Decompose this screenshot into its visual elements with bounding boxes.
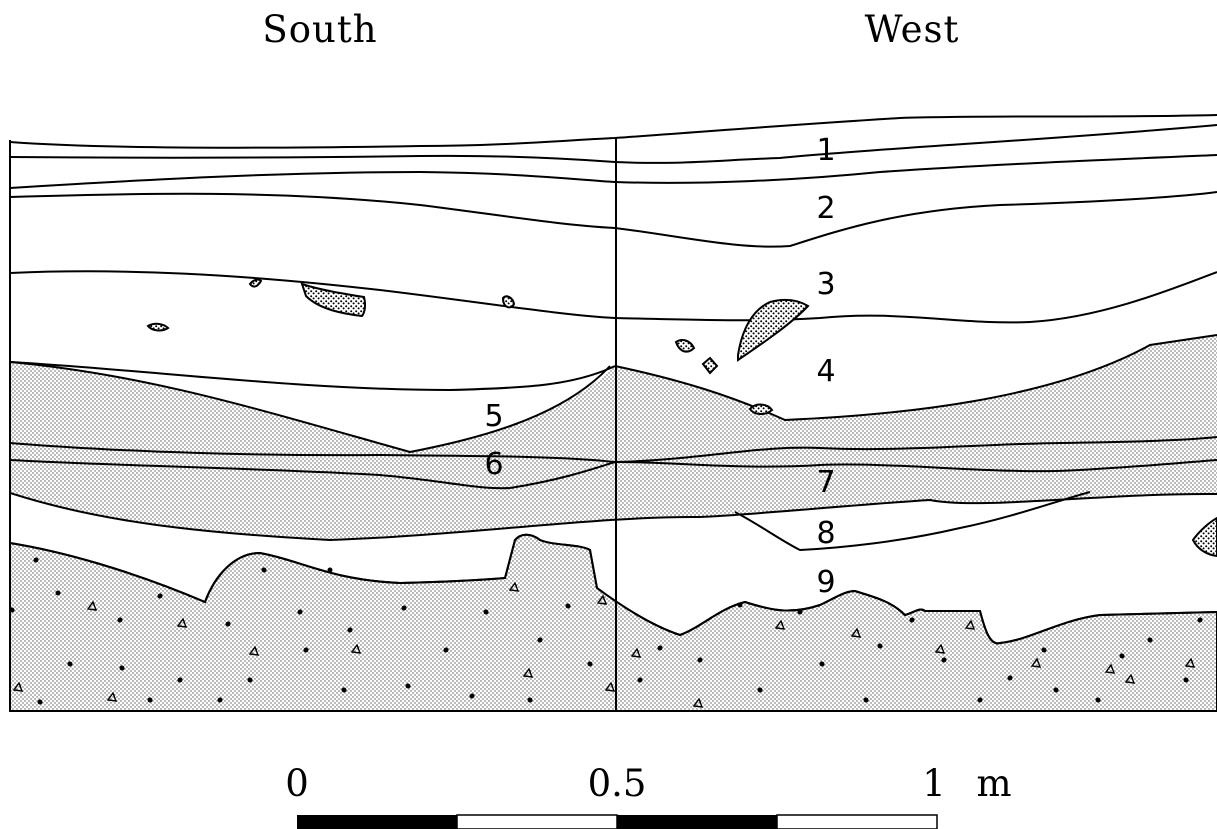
- layer-label-6: 6: [484, 447, 503, 482]
- stone-small-west-2: [701, 356, 719, 375]
- layers-5-7-shaded-band: [10, 335, 1217, 540]
- layer-label-9: 9: [816, 565, 835, 600]
- stone-small-south-1: [146, 322, 170, 332]
- scale-label-end: 1: [922, 762, 946, 805]
- layer-labels: 1 2 3 4 5 6 7 8 9: [484, 133, 835, 600]
- scale-label-start: 0: [285, 762, 309, 805]
- bedrock-triangles: [12, 581, 1196, 708]
- layer-label-4: 4: [816, 354, 835, 389]
- layer-label-7: 7: [816, 465, 835, 500]
- west-wall-label: West: [865, 8, 960, 51]
- layer-boundaries: [10, 114, 1217, 645]
- layer-label-5: 5: [484, 399, 503, 434]
- south-wall-label: South: [262, 8, 377, 51]
- bedrock-deposit: [10, 533, 1217, 712]
- scale-unit: m: [976, 762, 1011, 805]
- stone-small-west-3: [748, 403, 774, 415]
- scale-segment-4: [776, 814, 938, 829]
- layer-label-1: 1: [816, 133, 835, 168]
- stones: [146, 278, 1217, 558]
- stone-small-south-3: [501, 295, 516, 309]
- layer-label-8: 8: [816, 516, 835, 551]
- stone-small-south-2: [248, 278, 263, 288]
- stone-edge-west: [1191, 516, 1217, 558]
- scale-label-mid: 0.5: [588, 762, 647, 805]
- stone-large-west: [737, 298, 810, 362]
- scale-segment-3: [617, 815, 777, 829]
- stone-large-south: [300, 282, 367, 318]
- scale-bar: 0 0.5 1 m: [285, 762, 1012, 829]
- scale-segment-1: [297, 815, 457, 829]
- layer-label-3: 3: [816, 267, 835, 302]
- stone-small-west-1: [674, 339, 696, 353]
- layer-label-2: 2: [816, 191, 835, 226]
- scale-segment-2: [456, 814, 618, 829]
